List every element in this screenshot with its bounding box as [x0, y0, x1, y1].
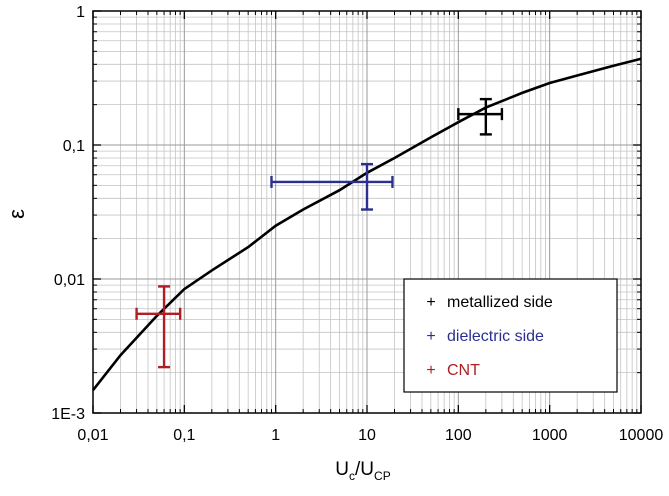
y-tick-label: 0,1: [63, 138, 85, 155]
legend-label: metallized side: [447, 294, 553, 311]
data-point-cnt: [135, 285, 182, 369]
x-axis-title-sub1: c: [349, 469, 355, 483]
x-tick-labels: 0,01 0,1 1 10 100 1000 10000: [77, 427, 663, 444]
x-tick-label: 0,01: [77, 427, 108, 444]
data-point-dielectric-side: [270, 162, 394, 211]
data-points: [135, 97, 504, 369]
x-tick-label: 100: [445, 427, 472, 444]
x-tick-label: 10000: [619, 427, 664, 444]
legend-symbol: +: [426, 362, 435, 379]
x-axis-title: Uc/UCP: [335, 459, 390, 483]
legend-box: [403, 278, 618, 393]
axis-ticks: [92, 10, 642, 414]
y-axis-title: ε: [4, 209, 29, 219]
legend-symbol: +: [426, 328, 435, 345]
x-axis-title-sub2: CP: [374, 469, 391, 483]
legend-label: CNT: [447, 362, 480, 379]
x-axis-title-slash: /U: [355, 459, 374, 480]
legend-entries: + metallized side + dielectric side + CNT: [426, 294, 553, 379]
x-tick-label: 10: [358, 427, 376, 444]
x-axis-title-main: U: [335, 459, 349, 480]
legend: + metallized side + dielectric side + CNT: [403, 278, 618, 393]
legend-symbol: +: [426, 294, 435, 311]
x-tick-label: 0,1: [173, 427, 195, 444]
data-point-metallized-side: [457, 97, 504, 136]
legend-label: dielectric side: [447, 328, 544, 345]
y-tick-labels: 1E-3 0,01 0,1 1: [51, 4, 85, 423]
x-tick-label: 1000: [532, 427, 568, 444]
y-tick-label: 1E-3: [51, 406, 85, 423]
y-tick-label: 1: [76, 4, 85, 21]
y-tick-label: 0,01: [54, 272, 85, 289]
x-tick-label: 1: [271, 427, 280, 444]
